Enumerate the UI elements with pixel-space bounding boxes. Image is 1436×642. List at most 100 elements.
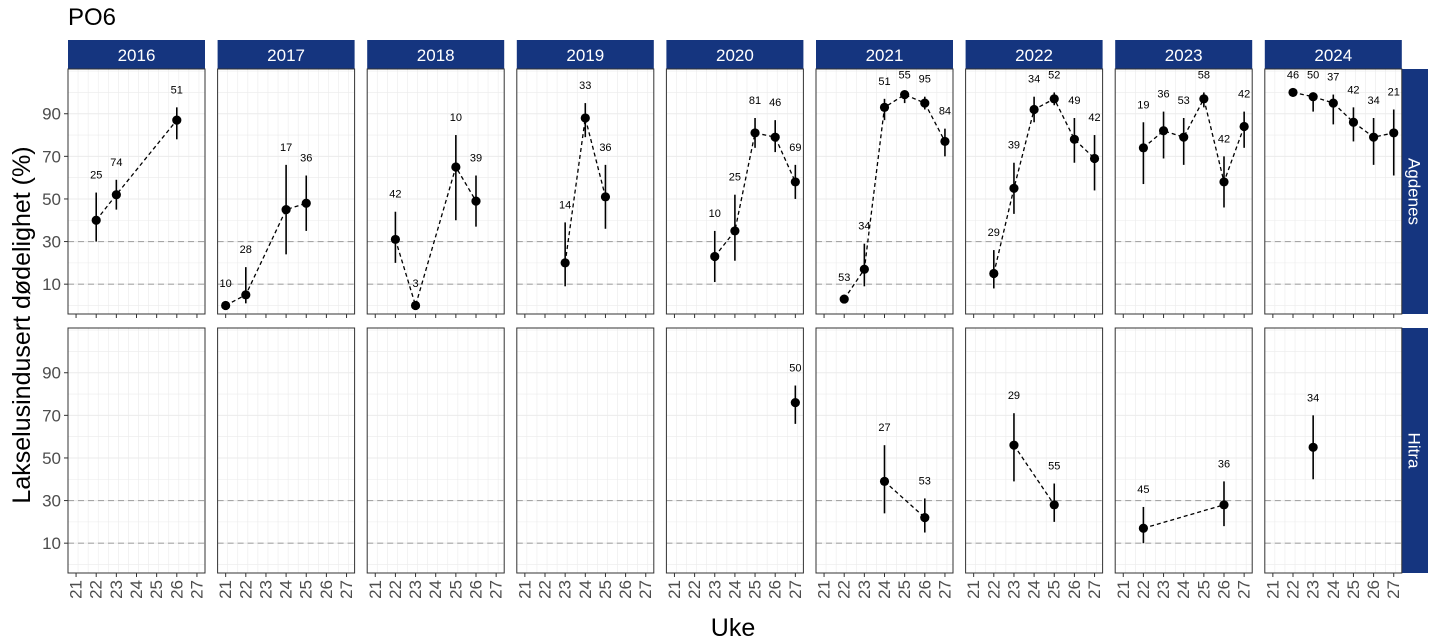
series-line	[225, 202, 307, 307]
x-tick-label: 27	[187, 580, 206, 599]
sample-size-label: 10	[450, 112, 462, 124]
data-point	[1009, 183, 1019, 193]
y-tick-label: 70	[42, 406, 61, 425]
x-tick-label: 23	[107, 580, 126, 599]
x-tick-label: 26	[1214, 580, 1233, 599]
panel-background	[68, 328, 205, 573]
sample-size-label: 84	[939, 106, 951, 118]
data-point	[1158, 126, 1169, 136]
sample-size-label: 17	[280, 142, 292, 154]
data-point	[1219, 500, 1229, 510]
row-strip-label-Hitra: Hitra	[1405, 433, 1424, 469]
panel-Hitra-2018: 21 22 23 24 25 26 27	[366, 327, 506, 599]
sample-size-label: 39	[470, 153, 482, 165]
x-tick-label: 24	[1324, 580, 1343, 599]
x-tick-label: 24	[576, 580, 595, 599]
strip-label-2024: 2024	[1314, 46, 1352, 65]
x-tick-label: 21	[366, 580, 385, 599]
data-point	[1368, 132, 1379, 142]
x-tick-label: 23	[556, 580, 575, 599]
sample-size-label: 34	[1307, 392, 1319, 404]
sample-size-label: 36	[1218, 458, 1230, 470]
strip-label-2022: 2022	[1015, 46, 1053, 65]
x-tick-label: 25	[446, 580, 465, 599]
strip-2018	[367, 40, 505, 69]
sample-size-label: 53	[919, 475, 931, 487]
sample-size-label: 46	[769, 97, 781, 109]
strip-2019	[516, 40, 654, 69]
data-point	[172, 115, 182, 125]
x-tick-label: 24	[875, 580, 894, 599]
y-tick-label: 10	[42, 275, 61, 294]
panel-background	[1115, 69, 1253, 314]
data-point	[940, 136, 950, 147]
sample-size-label: 37	[1327, 72, 1339, 84]
y-tick-label: 30	[42, 492, 61, 511]
data-point	[1308, 92, 1318, 102]
data-point	[989, 268, 999, 279]
x-tick-label: 23	[1304, 580, 1323, 599]
x-tick-label: 21	[515, 580, 534, 599]
strip-2022	[965, 40, 1103, 69]
y-tick-label: 90	[42, 105, 61, 124]
x-tick-label: 26	[616, 580, 635, 599]
data-point	[1029, 104, 1039, 115]
x-tick-label: 27	[1235, 580, 1254, 599]
x-tick-label: 23	[406, 580, 425, 599]
panel-Agdenes-2019: 14 33 36	[516, 68, 655, 318]
x-tick-label: 21	[216, 580, 235, 599]
sample-size-label: 69	[789, 142, 801, 154]
data-point	[920, 513, 930, 523]
panel-background	[367, 69, 505, 314]
x-tick-label: 24	[277, 580, 296, 599]
strip-2021	[816, 40, 953, 69]
data-point	[91, 215, 101, 225]
y-tick-label: 90	[42, 364, 61, 383]
x-tick-label: 26	[317, 580, 336, 599]
sample-size-label: 36	[599, 142, 611, 154]
strip-label-2019: 2019	[566, 46, 604, 65]
panel-background	[68, 69, 205, 314]
data-point	[1049, 94, 1059, 104]
x-tick-label: 25	[1344, 580, 1363, 599]
row-strip-Agdenes	[1400, 69, 1428, 314]
x-tick-label: 25	[147, 580, 166, 599]
x-tick-label: 25	[746, 580, 765, 599]
x-tick-label: 23	[1154, 580, 1173, 599]
x-tick-label: 25	[596, 580, 615, 599]
series-line	[993, 97, 1095, 274]
sample-size-label: 27	[878, 422, 890, 434]
data-point	[1138, 143, 1149, 153]
data-point	[600, 192, 611, 202]
x-tick-label: 27	[786, 580, 805, 599]
sample-size-label: 36	[300, 153, 312, 165]
panel-background	[367, 328, 505, 573]
sample-size-label: 42	[1088, 112, 1100, 124]
data-point	[1348, 117, 1359, 127]
y-axis-label: Lakselusindusert dødelighet (%)	[8, 146, 36, 503]
x-tick-label: 22	[1284, 580, 1303, 599]
strip-label-2021: 2021	[866, 46, 904, 65]
strip-label-2020: 2020	[716, 46, 754, 65]
sample-size-label: 34	[858, 221, 870, 233]
strip-label-2023: 2023	[1165, 46, 1203, 65]
x-tick-label: 27	[1085, 580, 1104, 599]
x-tick-label: 21	[1114, 580, 1133, 599]
data-point	[1138, 523, 1149, 533]
data-point	[839, 294, 849, 304]
strip-2016	[68, 40, 205, 69]
data-point	[451, 162, 461, 172]
data-point	[1239, 121, 1249, 132]
strip-2020	[666, 40, 804, 69]
x-tick-label: 23	[705, 580, 724, 599]
sample-size-label: 81	[749, 95, 761, 107]
x-tick-label: 27	[1384, 580, 1403, 599]
sample-size-label: 29	[988, 227, 1000, 239]
sample-size-label: 3	[412, 278, 418, 290]
sample-size-label: 25	[729, 172, 741, 184]
data-point	[1069, 134, 1079, 144]
sample-size-label: 55	[1048, 461, 1060, 473]
panel-Agdenes-2021: 53 34 51 55 95 84	[815, 68, 954, 318]
panel-background	[1115, 328, 1253, 573]
